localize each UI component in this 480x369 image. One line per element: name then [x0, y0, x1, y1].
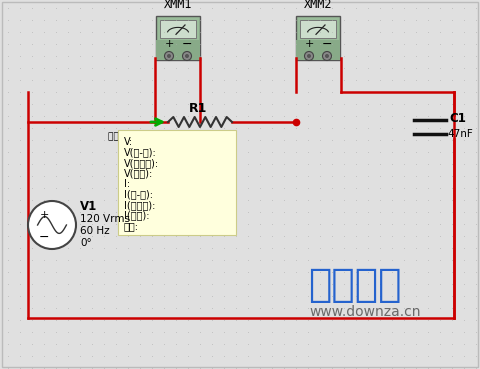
Text: −: −: [322, 38, 332, 51]
Text: −: −: [182, 38, 192, 51]
Circle shape: [323, 52, 332, 61]
Text: I(有效值):: I(有效值):: [124, 200, 156, 210]
Text: −: −: [39, 231, 49, 244]
Text: +: +: [304, 39, 314, 49]
Text: 下载之家: 下载之家: [308, 266, 402, 304]
Text: 60 Hz: 60 Hz: [80, 226, 109, 236]
Text: +: +: [164, 39, 174, 49]
Text: I(峰-峰):: I(峰-峰):: [124, 190, 153, 200]
Text: V(有效值):: V(有效值):: [124, 158, 159, 168]
FancyBboxPatch shape: [296, 16, 340, 60]
Text: C1: C1: [449, 113, 466, 125]
Text: I:: I:: [124, 179, 130, 189]
Text: 120 Vrms: 120 Vrms: [80, 214, 130, 224]
Circle shape: [307, 54, 311, 58]
Circle shape: [165, 52, 173, 61]
Text: 探鄴1:  1kΩ: 探鄴1: 1kΩ: [108, 131, 151, 140]
Circle shape: [304, 52, 313, 61]
FancyBboxPatch shape: [156, 41, 200, 60]
Text: 0°: 0°: [80, 238, 92, 248]
Text: I(直流):: I(直流):: [124, 210, 149, 221]
Text: www.downza.cn: www.downza.cn: [309, 305, 421, 319]
Circle shape: [185, 54, 189, 58]
Text: XMM2: XMM2: [304, 0, 332, 11]
Circle shape: [167, 54, 171, 58]
Text: 47nF: 47nF: [447, 129, 473, 139]
Text: V1: V1: [80, 200, 97, 214]
Circle shape: [182, 52, 192, 61]
Circle shape: [28, 201, 76, 249]
FancyBboxPatch shape: [160, 20, 196, 38]
Text: V:: V:: [124, 137, 133, 147]
Text: +: +: [39, 210, 48, 220]
Text: 频率:: 频率:: [124, 221, 139, 231]
FancyBboxPatch shape: [156, 16, 200, 60]
FancyBboxPatch shape: [296, 41, 340, 60]
Text: V(峰-峰):: V(峰-峰):: [124, 148, 157, 158]
Text: XMM1: XMM1: [164, 0, 192, 11]
Text: R1: R1: [189, 103, 207, 115]
FancyBboxPatch shape: [300, 20, 336, 38]
Text: V(直流):: V(直流):: [124, 169, 153, 179]
Circle shape: [325, 54, 329, 58]
FancyBboxPatch shape: [118, 130, 236, 235]
